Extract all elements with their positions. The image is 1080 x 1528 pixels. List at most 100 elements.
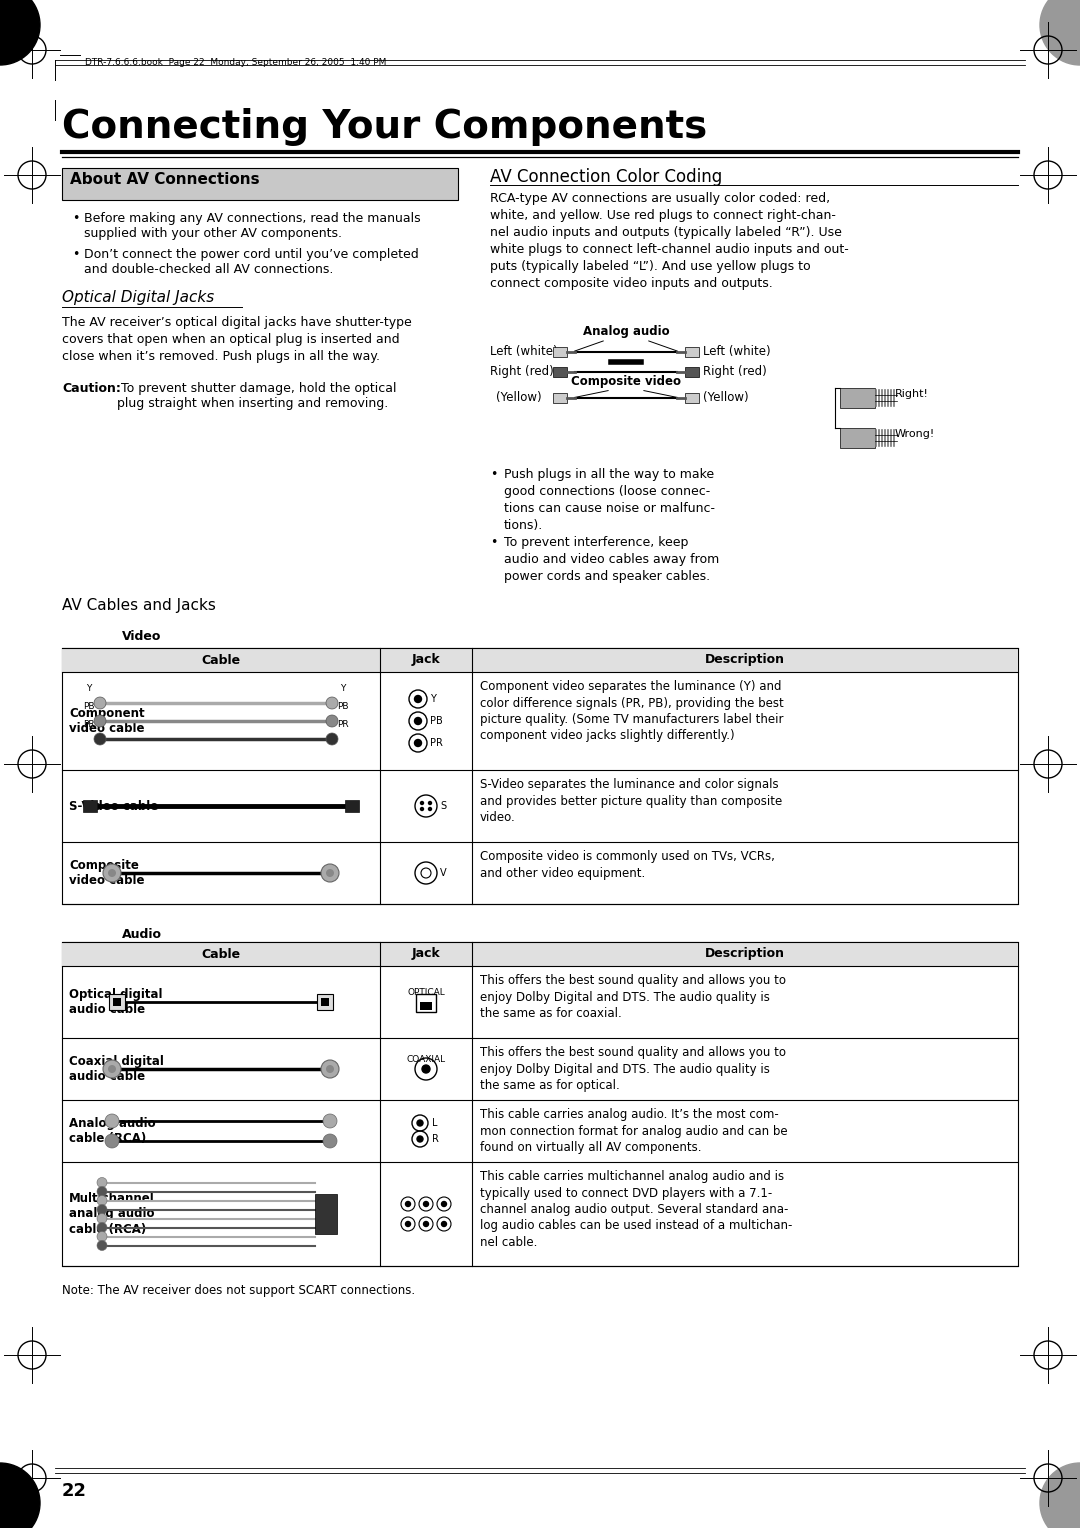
Text: Y: Y [86,685,92,694]
Text: Right!: Right! [895,390,929,399]
Circle shape [429,802,432,805]
Text: About AV Connections: About AV Connections [70,173,259,186]
Text: Push plugs in all the way to make
good connections (loose connec-
tions can caus: Push plugs in all the way to make good c… [504,468,715,532]
Circle shape [103,1060,121,1077]
Text: PR: PR [337,720,349,729]
Text: Jack: Jack [411,947,441,961]
Circle shape [442,1221,446,1227]
Text: Component
video cable: Component video cable [69,707,145,735]
Bar [553,347,567,358]
Bar [62,168,458,200]
Text: PB: PB [83,701,95,711]
Text: Right (red): Right (red) [490,365,554,379]
Text: Left (white): Left (white) [490,345,557,359]
Circle shape [417,1135,423,1141]
Text: Don’t connect the power cord until you’ve completed
and double-checked all AV co: Don’t connect the power cord until you’v… [84,248,419,277]
Circle shape [97,718,103,724]
Bar [685,367,699,377]
Text: To prevent shutter damage, hold the optical
plug straight when inserting and rem: To prevent shutter damage, hold the opti… [117,382,396,410]
Text: Description: Description [705,654,785,666]
Circle shape [97,1241,107,1250]
Text: DTR-7.6.6.6.book  Page 22  Monday, September 26, 2005  1:40 PM: DTR-7.6.6.6.book Page 22 Monday, Septemb… [85,58,387,67]
Text: RCA-type AV connections are usually color coded: red,
white, and yellow. Use red: RCA-type AV connections are usually colo… [490,193,849,290]
Circle shape [423,1201,429,1207]
Text: V: V [440,868,447,879]
Circle shape [423,1221,429,1227]
Text: COAXIAL: COAXIAL [406,1054,446,1063]
Circle shape [97,700,103,706]
Text: L: L [432,1118,437,1128]
Bar [62,941,1018,1267]
Bar [318,995,333,1010]
Bar [113,998,121,1005]
Bar [83,801,97,811]
Text: Y: Y [430,694,436,704]
Circle shape [323,1134,337,1148]
Circle shape [94,715,106,727]
Bar [420,1002,432,1010]
Text: Right (red): Right (red) [703,365,767,379]
Text: Analog audio
cable (RCA): Analog audio cable (RCA) [69,1117,156,1144]
Text: R: R [432,1134,438,1144]
Circle shape [321,1060,339,1077]
Text: Cable: Cable [202,654,241,666]
Text: Component video separates the luminance (Y) and
color difference signals (PR, PB: Component video separates the luminance … [480,680,784,743]
Circle shape [97,1178,107,1187]
Text: PB: PB [430,717,443,726]
Circle shape [97,1222,107,1233]
Text: Connecting Your Components: Connecting Your Components [62,108,707,147]
Circle shape [405,1221,410,1227]
Circle shape [97,1195,107,1206]
Text: Composite
video cable: Composite video cable [69,859,145,886]
Circle shape [0,1462,40,1528]
Text: Optical digital
audio cable: Optical digital audio cable [69,989,162,1016]
Circle shape [326,733,338,746]
Circle shape [329,700,335,706]
Text: Composite video is commonly used on TVs, VCRs,
and other video equipment.: Composite video is commonly used on TVs,… [480,850,774,880]
Bar [62,648,1018,672]
Circle shape [422,1065,430,1073]
Circle shape [94,733,106,746]
Text: S: S [440,801,446,811]
Text: This cable carries multichannel analog audio and is
typically used to connect DV: This cable carries multichannel analog a… [480,1170,793,1248]
Circle shape [442,1201,446,1207]
Circle shape [329,736,335,743]
Text: This offers the best sound quality and allows you to
enjoy Dolby Digital and DTS: This offers the best sound quality and a… [480,1047,786,1093]
Circle shape [326,715,338,727]
Text: PR: PR [430,738,443,749]
Circle shape [326,1065,334,1073]
Bar [553,367,567,377]
Text: •: • [490,468,498,481]
Bar [685,347,699,358]
Circle shape [405,1201,410,1207]
Text: To prevent interference, keep
audio and video cables away from
power cords and s: To prevent interference, keep audio and … [504,536,719,584]
Text: Left (white): Left (white) [703,345,771,359]
Circle shape [97,1187,107,1196]
Circle shape [103,863,121,882]
Circle shape [97,736,103,743]
Bar [109,995,125,1010]
Text: Caution:: Caution: [62,382,121,396]
Bar [553,393,567,403]
Text: (Yellow): (Yellow) [496,391,542,405]
Text: This offers the best sound quality and allows you to
enjoy Dolby Digital and DTS: This offers the best sound quality and a… [480,973,786,1021]
Text: Composite video: Composite video [571,374,681,388]
Text: S-Video separates the luminance and color signals
and provides better picture qu: S-Video separates the luminance and colo… [480,778,782,824]
Text: •: • [490,536,498,549]
Text: Multichannel
analog audio
cable (RCA): Multichannel analog audio cable (RCA) [69,1192,154,1236]
Circle shape [97,1204,107,1215]
Bar [315,1193,337,1235]
Circle shape [415,695,421,703]
Circle shape [415,740,421,747]
Text: Video: Video [122,630,161,643]
Circle shape [429,807,432,810]
Bar [840,388,875,408]
Text: AV Connection Color Coding: AV Connection Color Coding [490,168,723,186]
Circle shape [321,863,339,882]
Text: PB: PB [337,701,349,711]
Circle shape [326,697,338,709]
Bar [345,801,359,811]
Text: PR: PR [83,720,95,729]
Circle shape [94,697,106,709]
Bar [62,648,1018,905]
